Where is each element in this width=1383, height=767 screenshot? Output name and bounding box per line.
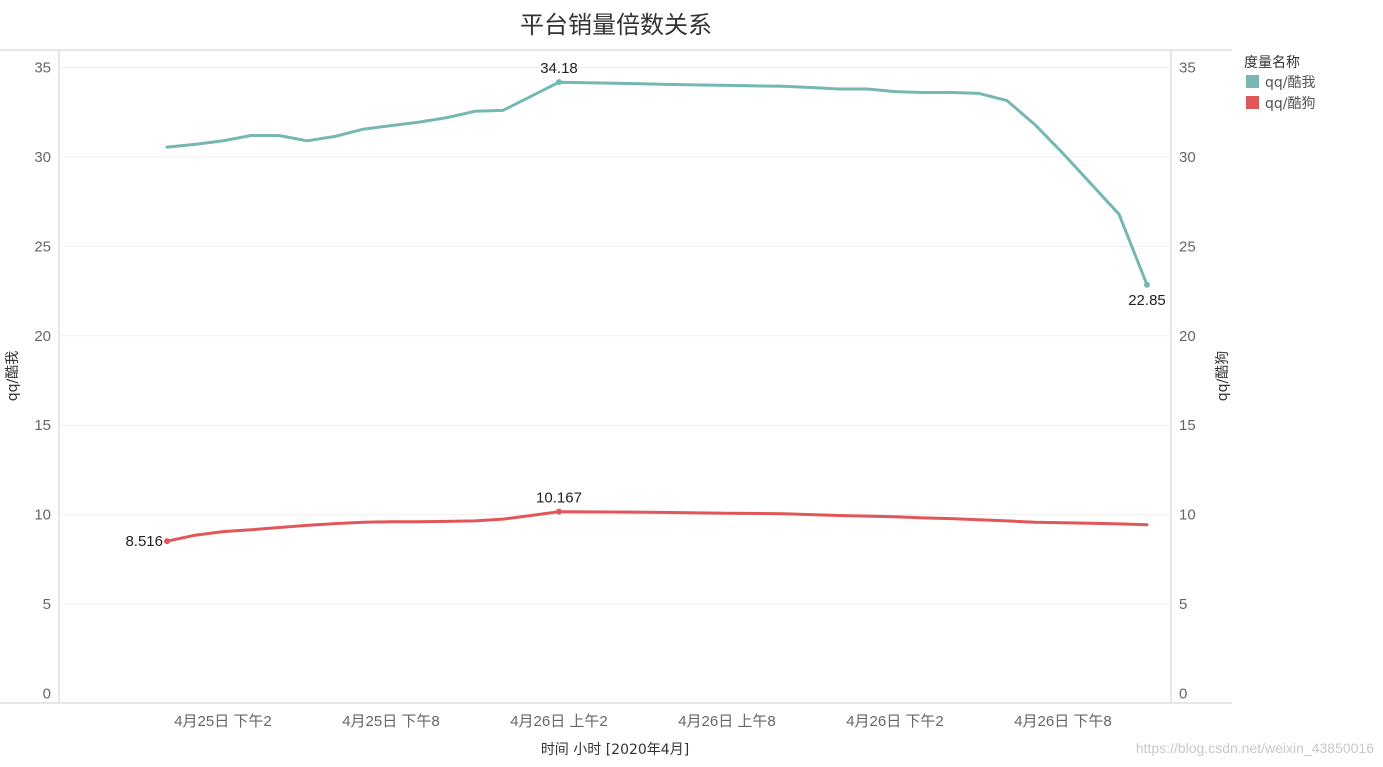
y-tick-label-left: 25 — [34, 238, 51, 255]
y-tick-label-right: 0 — [1179, 686, 1187, 703]
series-line-0[interactable] — [165, 80, 1149, 287]
x-ticks: 4月25日 下午2 4月25日 下午8 4月26日 上午2 4月26日 上午8 4月26… — [174, 713, 1112, 730]
data-label-0-30: 22.85 — [1128, 292, 1166, 309]
y-tick-label-right: 35 — [1179, 60, 1196, 77]
data-label-0-13: 34.18 — [540, 60, 578, 77]
chart-title: 平台销量倍数关系 — [520, 11, 712, 39]
gridlines — [59, 67, 1171, 605]
legend-title: 度量名称 — [1244, 55, 1300, 71]
legend-swatch-qq-kugou[interactable] — [1246, 96, 1259, 109]
y-tick-label-left: 15 — [34, 417, 51, 434]
y-tick-label-left: 20 — [34, 328, 51, 345]
right-axis-title: qq/酷狗 — [1215, 351, 1231, 402]
data-point-0-30[interactable] — [1144, 281, 1150, 288]
y-tick-label-left: 0 — [43, 686, 51, 703]
data-point-1-14[interactable] — [556, 508, 562, 515]
legend-swatch-qq-kuwo[interactable] — [1246, 75, 1259, 88]
x-tick-label: 4月26日 下午2 — [846, 713, 944, 730]
left-axis-title: qq/酷我 — [5, 351, 21, 402]
data-label-1-0: 8.516 — [125, 533, 163, 550]
y-tick-label-left: 35 — [34, 60, 51, 77]
series-line-1[interactable] — [165, 510, 1149, 543]
x-tick-label: 4月26日 上午2 — [510, 713, 608, 730]
x-tick-label: 4月26日 下午8 — [1014, 713, 1112, 730]
y-tick-label-right: 15 — [1179, 417, 1196, 434]
right-y-ticks: 0 5 10 15 20 25 30 35 — [1179, 60, 1196, 703]
x-tick-label: 4月25日 下午2 — [174, 713, 272, 730]
watermark: https://blog.csdn.net/weixin_43850016 — [1136, 740, 1374, 756]
x-axis-title: 时间 小时 [2020年4月] — [541, 742, 689, 758]
legend-label-qq-kugou[interactable]: qq/酷狗 — [1265, 96, 1316, 112]
y-tick-label-left: 30 — [34, 149, 51, 166]
left-y-ticks: 0 5 10 15 20 25 30 35 — [34, 60, 51, 703]
y-tick-label-left: 5 — [43, 596, 51, 613]
legend-label-qq-kuwo[interactable]: qq/酷我 — [1265, 75, 1316, 91]
y-tick-label-right: 20 — [1179, 328, 1196, 345]
y-tick-label-right: 25 — [1179, 238, 1196, 255]
data-labels: 34.18 22.85 8.516 10.167 — [125, 60, 1165, 550]
series-lines — [164, 79, 1150, 545]
y-tick-label-right: 5 — [1179, 596, 1187, 613]
x-tick-label: 4月26日 上午8 — [678, 713, 776, 730]
legend: 度量名称 qq/酷我 qq/酷狗 — [1244, 55, 1316, 112]
y-tick-label-right: 30 — [1179, 149, 1196, 166]
data-point-0-13[interactable] — [556, 79, 562, 86]
data-point-1-0[interactable] — [164, 538, 170, 545]
y-tick-label-right: 10 — [1179, 507, 1196, 524]
x-tick-label: 4月25日 下午8 — [342, 713, 440, 730]
data-label-1-14: 10.167 — [536, 490, 582, 507]
y-tick-label-left: 10 — [34, 507, 51, 524]
